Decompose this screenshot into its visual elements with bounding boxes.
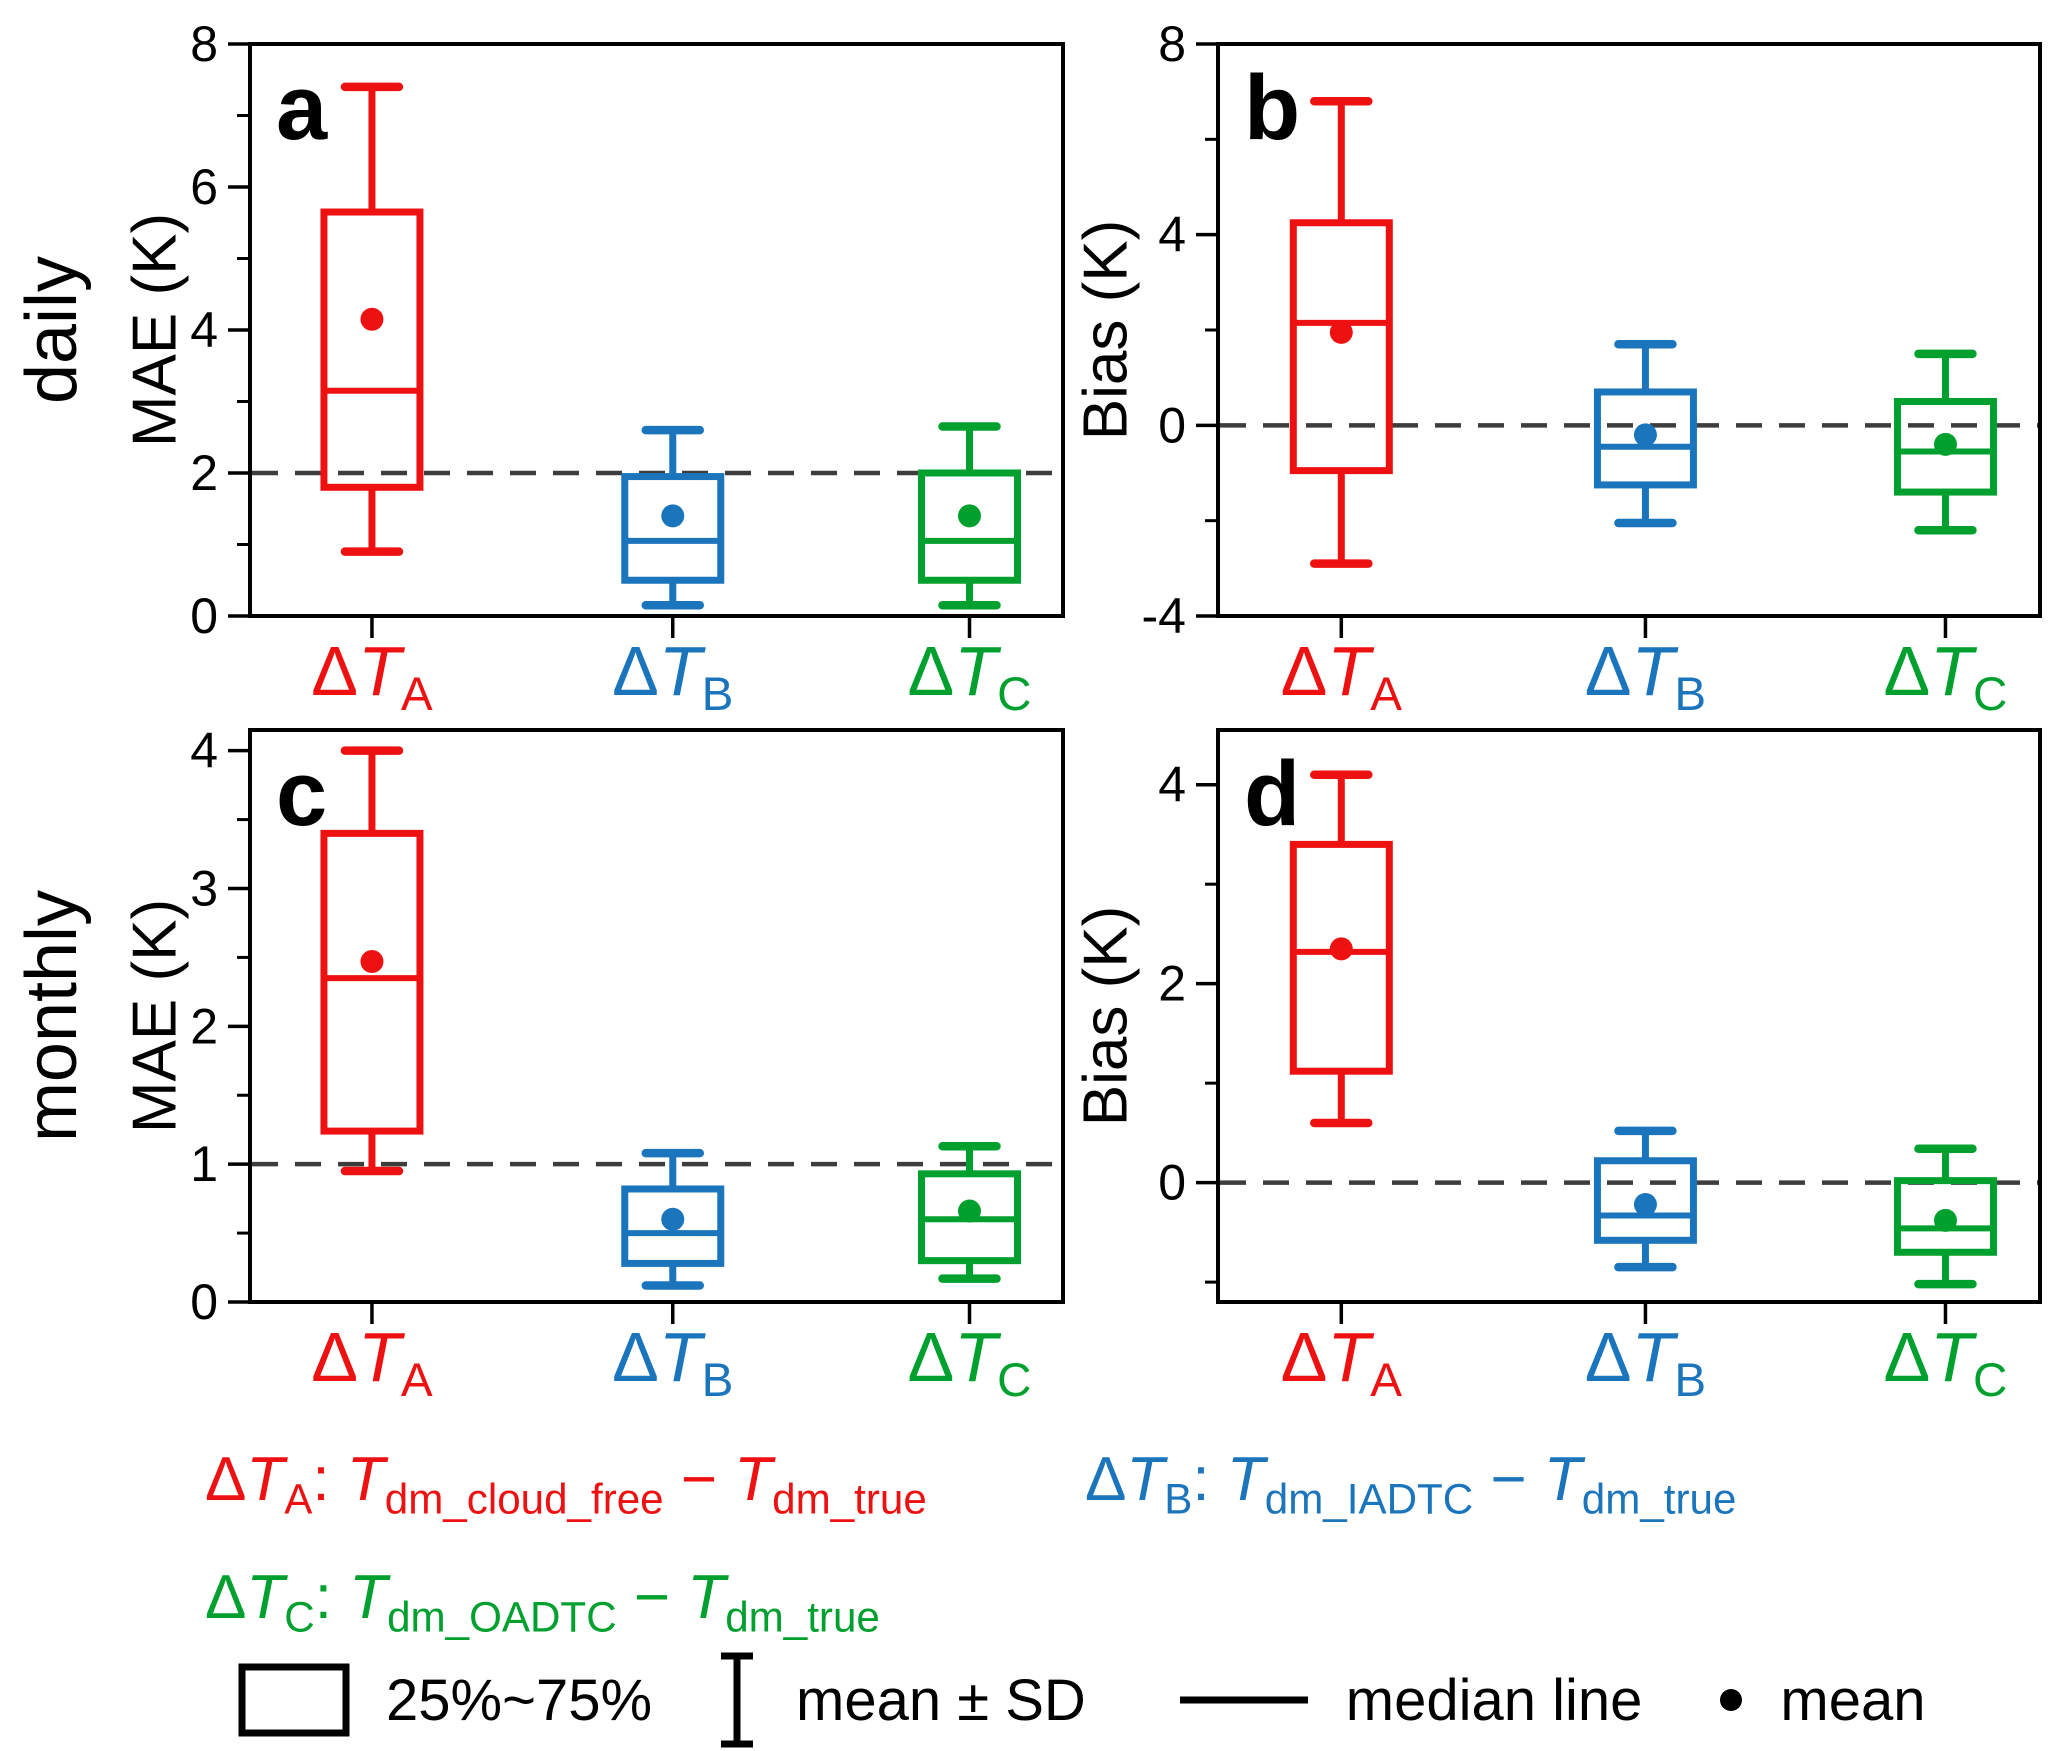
y-tick-label: 4: [1158, 757, 1186, 813]
mean-dot: [1633, 1193, 1657, 1217]
symbol-legend: 25%~75% mean ± SD median line mean: [238, 1652, 1926, 1748]
mean-dot: [958, 504, 982, 528]
y-axis-title-bias-monthly: Bias (K): [1071, 905, 1141, 1127]
iqr-box: [1893, 1177, 1997, 1256]
y-tick-label: 3: [190, 861, 218, 917]
iqr-box: [1893, 398, 1997, 496]
mean-dot: [360, 307, 384, 331]
y-tick-label: 2: [190, 445, 218, 501]
box-series-A: [320, 82, 424, 556]
x-category-label-b-B: ΔTB: [1584, 632, 1707, 721]
y-tick-label: 2: [1158, 956, 1186, 1012]
box-series-A: [1289, 96, 1393, 568]
iqr-box: [1593, 388, 1697, 489]
x-category-label-d-C: ΔTC: [1883, 1318, 2008, 1407]
iqr-box: [1289, 840, 1393, 1075]
y-axis-title-mae-daily: MAE (K): [120, 212, 190, 448]
box-series-C: [1893, 349, 1997, 535]
iqr-box: [320, 829, 424, 1135]
x-category-label-c-C: ΔTC: [907, 1318, 1032, 1407]
y-tick-label: 6: [190, 159, 218, 215]
mean-dot: [1329, 937, 1353, 961]
iqr-box-label: 25%~75%: [386, 1667, 653, 1733]
mean-dot: [1933, 432, 1957, 456]
y-tick-label: 0: [190, 1274, 218, 1330]
panel-b: -4 0 4 8: [1142, 16, 2042, 644]
x-category-label-b-A: ΔTA: [1280, 632, 1402, 721]
x-category-label-d-A: ΔTA: [1280, 1318, 1402, 1407]
y-tick-label: 0: [1158, 1155, 1186, 1211]
box-series-B: [621, 1148, 725, 1290]
mean-dot: [661, 1207, 685, 1231]
y-axis-title-bias-daily: Bias (K): [1071, 219, 1141, 441]
row-label-daily: daily: [12, 255, 92, 405]
x-category-label-c-A: ΔTA: [311, 1318, 433, 1407]
panel-a: 0 2 4 6 8: [190, 16, 1065, 644]
formula-legend-C: ΔTC: Tdm_OADTC − Tdm_true: [205, 1563, 880, 1641]
panel-letter-c: c: [276, 743, 328, 845]
panel-c: 0 1 2 3 4: [190, 723, 1065, 1330]
y-tick-label: 8: [1158, 16, 1186, 72]
y-tick-label: 0: [1158, 397, 1186, 453]
mean-sd-whisker-icon: [714, 1648, 760, 1751]
iqr-box: [918, 469, 1022, 584]
panel-letter-a: a: [276, 57, 328, 159]
box-series-B: [1593, 340, 1697, 528]
median-line-icon: [1178, 1694, 1310, 1706]
mean-dot: [1329, 320, 1353, 344]
iqr-box: [320, 208, 424, 491]
formula-legend-B: ΔTB: Tdm_IADTC − Tdm_true: [1085, 1445, 1737, 1523]
iqr-box: [621, 1185, 725, 1267]
panel-letter-d: d: [1244, 743, 1301, 845]
x-category-label-a-B: ΔTB: [612, 632, 734, 721]
mean-dot: [1633, 423, 1657, 447]
x-category-label-a-A: ΔTA: [311, 632, 433, 721]
box-series-B: [1593, 1126, 1697, 1272]
y-tick-label: 1: [190, 1136, 218, 1192]
box-series-C: [918, 1142, 1022, 1283]
plot-frame: [248, 728, 1065, 1304]
x-category-label-c-B: ΔTB: [612, 1318, 734, 1407]
median-line-label: median line: [1345, 1667, 1643, 1733]
iqr-box: [1593, 1157, 1697, 1244]
y-tick-label: 0: [190, 588, 218, 644]
y-axis-title-mae-monthly: MAE (K): [120, 898, 190, 1134]
x-category-label-d-B: ΔTB: [1584, 1318, 1707, 1407]
x-category-label-b-C: ΔTC: [1883, 632, 2008, 721]
mean-sd-label: mean ± SD: [796, 1667, 1086, 1733]
y-tick-label: 8: [190, 16, 218, 72]
box-series-C: [918, 422, 1022, 610]
y-tick-label: -4: [1142, 588, 1186, 644]
box-series-A: [320, 746, 424, 1176]
y-tick-label: 4: [190, 723, 218, 779]
iqr-box: [621, 473, 725, 584]
mean-dot-icon: [1718, 1687, 1744, 1713]
mean-dot-label: mean: [1780, 1667, 1926, 1733]
iqr-box: [1289, 219, 1393, 475]
mean-dot: [958, 1199, 982, 1223]
mean-dot: [360, 950, 384, 974]
formula-legend-A: ΔTA: Tdm_cloud_free − Tdm_true: [205, 1445, 927, 1523]
x-category-label-a-C: ΔTC: [907, 632, 1032, 721]
iqr-box-icon: [238, 1663, 350, 1737]
box-series-A: [1289, 770, 1393, 1128]
y-tick-label: 4: [1158, 207, 1186, 263]
mean-dot: [661, 504, 685, 528]
y-tick-label: 2: [190, 998, 218, 1054]
panel-letter-b: b: [1244, 57, 1301, 159]
y-tick-label: 4: [190, 302, 218, 358]
mean-dot: [1933, 1208, 1957, 1232]
plot-frame: [1216, 728, 2042, 1304]
row-label-monthly: monthly: [12, 889, 92, 1143]
box-series-C: [1893, 1144, 1997, 1289]
box-series-B: [621, 425, 725, 610]
panel-d: 0 2 4: [1158, 728, 2042, 1324]
